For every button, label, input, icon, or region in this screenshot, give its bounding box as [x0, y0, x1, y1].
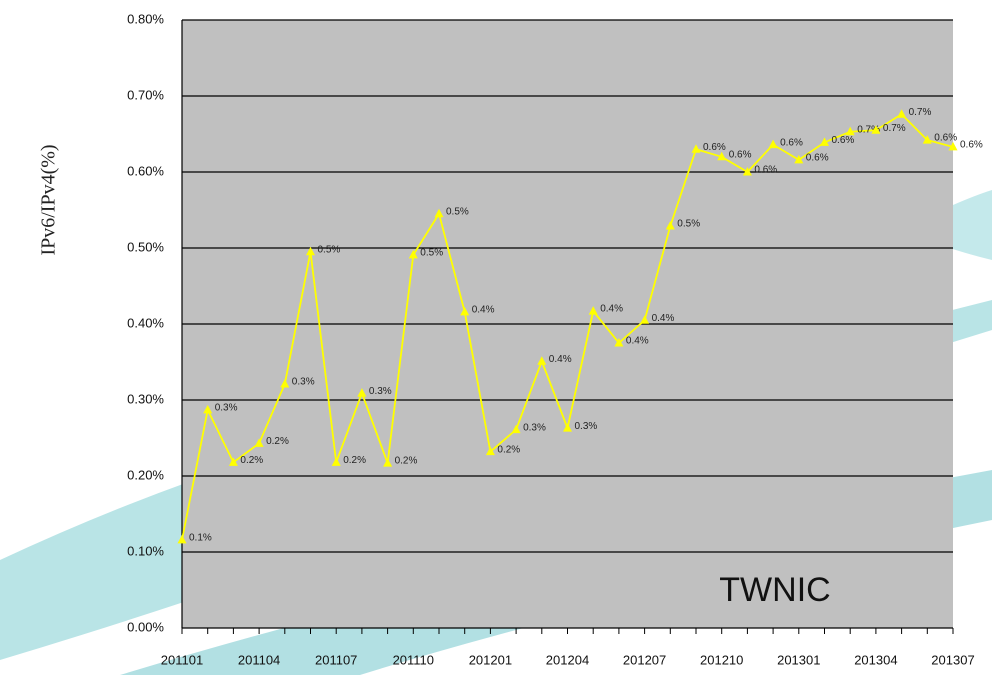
marker	[742, 167, 752, 176]
data-label: 0.3%	[369, 386, 392, 397]
data-label: 0.4%	[549, 354, 572, 365]
data-label: 0.2%	[497, 444, 520, 455]
annotation: TWNIC	[719, 571, 830, 609]
data-label: 0.3%	[215, 403, 238, 414]
data-label: 0.6%	[754, 165, 777, 176]
data-label: 0.3%	[575, 421, 598, 432]
x-tick-label: 201304	[854, 652, 897, 667]
data-label: 0.6%	[729, 149, 752, 160]
marker	[357, 388, 367, 397]
data-label: 0.6%	[780, 137, 803, 148]
x-tick-label: 201104	[238, 652, 280, 667]
y-tick-label: 0.40%	[127, 315, 164, 330]
data-label: 0.6%	[934, 133, 957, 144]
data-label: 0.4%	[600, 304, 623, 315]
marker	[665, 220, 675, 230]
data-label: 0.5%	[420, 247, 443, 258]
x-tick-label: 201107	[315, 652, 357, 667]
data-label: 0.5%	[318, 244, 341, 255]
marker	[408, 249, 418, 259]
y-tick-label: 0.80%	[127, 11, 164, 26]
data-label: 0.7%	[883, 123, 906, 134]
marker	[871, 125, 881, 134]
marker	[228, 457, 238, 466]
marker	[768, 139, 778, 149]
data-label: 0.6%	[832, 135, 855, 146]
data-label: 0.2%	[343, 455, 366, 466]
y-tick-label: 0.20%	[127, 467, 164, 482]
data-label: 0.5%	[677, 219, 700, 230]
marker	[794, 154, 804, 164]
y-tick-label: 0.30%	[127, 391, 164, 406]
marker	[383, 458, 393, 467]
y-tick-label: 0.70%	[127, 87, 164, 102]
marker	[460, 306, 470, 316]
data-label: 0.6%	[806, 152, 829, 163]
data-label: 0.7%	[909, 107, 932, 118]
marker	[306, 246, 315, 256]
marker	[537, 356, 547, 365]
x-tick-label: 201307	[931, 652, 974, 667]
data-label: 0.2%	[395, 456, 418, 467]
y-axis-label: IPv6/IPv4(%)	[38, 144, 60, 255]
data-label: 0.5%	[446, 206, 469, 217]
marker	[485, 446, 495, 456]
data-label: 0.4%	[626, 336, 649, 347]
marker	[948, 141, 958, 151]
marker	[845, 126, 855, 136]
x-tick-label: 201204	[546, 652, 589, 667]
y-tick-label: 0.00%	[127, 619, 164, 634]
marker	[640, 315, 650, 324]
y-tick-label: 0.10%	[127, 543, 164, 558]
marker	[434, 208, 444, 218]
marker	[331, 457, 341, 466]
data-label: 0.2%	[240, 455, 263, 466]
marker	[280, 379, 290, 388]
x-tick-label: 201301	[777, 652, 820, 667]
data-label: 0.4%	[652, 313, 675, 324]
marker	[203, 404, 213, 414]
marker	[897, 109, 907, 118]
data-label: 0.1%	[189, 532, 212, 543]
data-label: 0.4%	[472, 304, 495, 315]
x-tick-label: 201207	[623, 652, 666, 667]
x-tick-label: 201110	[393, 652, 434, 667]
x-tick-label: 201201	[469, 652, 512, 667]
data-label: 0.6%	[703, 142, 726, 153]
marker	[254, 438, 264, 447]
x-tick-label: 201101	[161, 652, 203, 667]
data-label: 0.7%	[857, 124, 880, 135]
x-tick-label: 201210	[700, 652, 743, 667]
marker	[563, 423, 572, 432]
marker	[922, 135, 932, 144]
data-label: 0.2%	[266, 436, 289, 447]
data-label: 0.6%	[960, 140, 983, 151]
marker	[511, 424, 521, 434]
marker	[820, 137, 829, 146]
marker	[717, 151, 727, 161]
marker	[177, 534, 187, 544]
marker	[691, 144, 701, 153]
marker	[614, 338, 624, 347]
data-label: 0.3%	[292, 377, 315, 388]
marker	[588, 306, 598, 315]
y-tick-label: 0.50%	[127, 239, 164, 254]
data-label: 0.3%	[523, 422, 546, 433]
y-tick-label: 0.60%	[127, 163, 164, 178]
